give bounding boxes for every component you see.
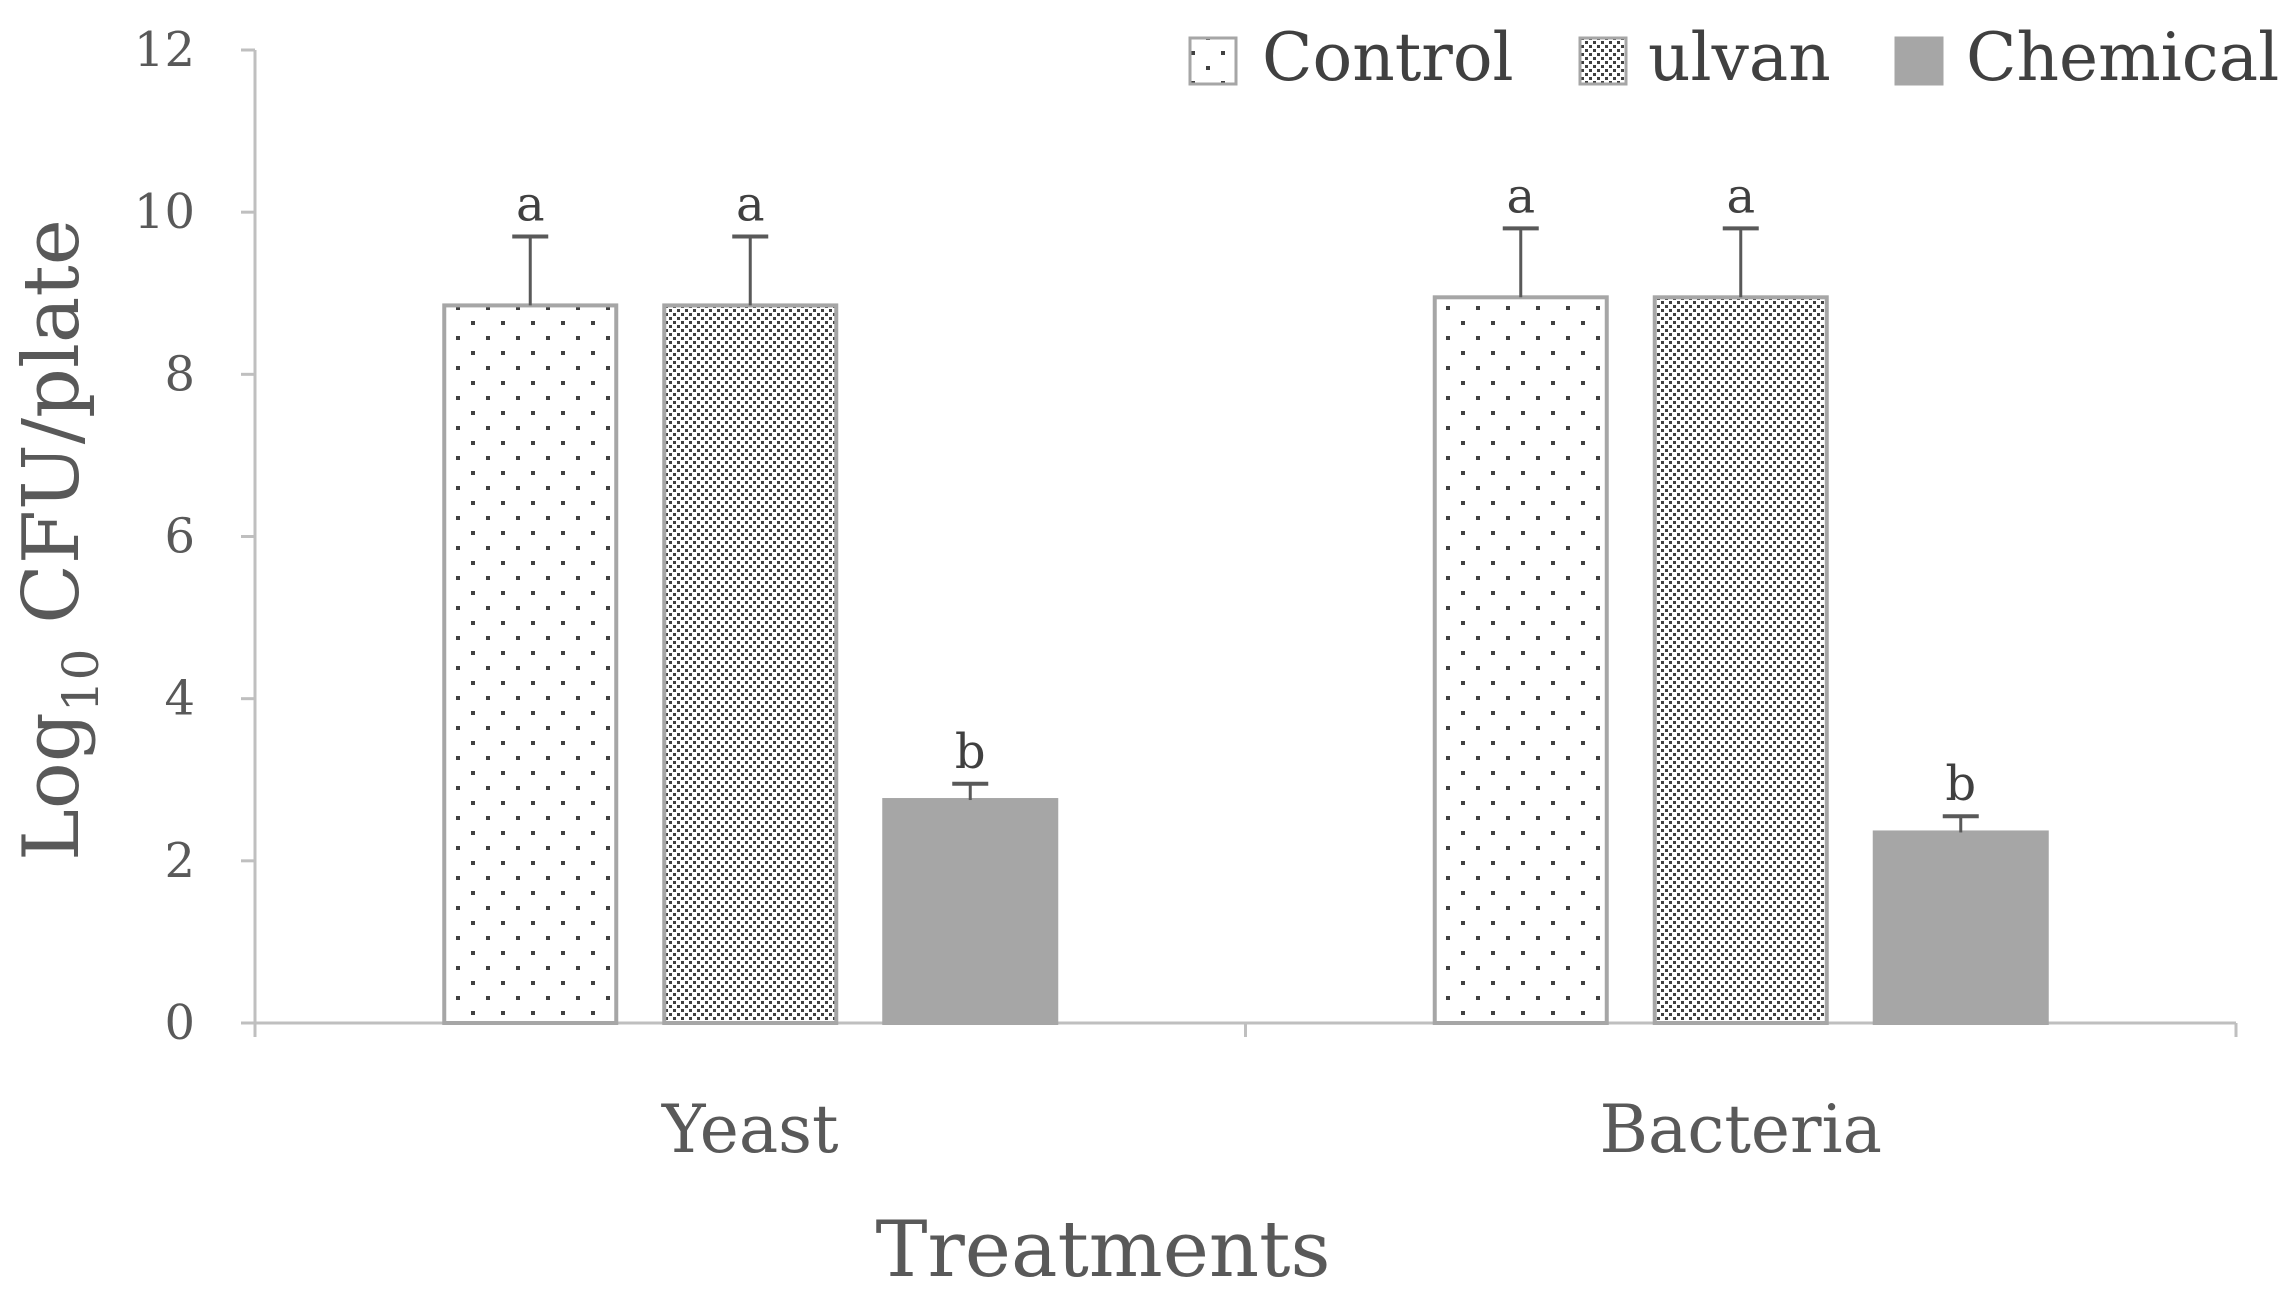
bar-chemical-bacteria bbox=[1872, 830, 2049, 1025]
legend-label-ulvan: ulvan bbox=[1648, 19, 1831, 96]
bars bbox=[442, 226, 2049, 1026]
significance-label: b bbox=[1945, 756, 1976, 812]
y-tick-label: 6 bbox=[164, 509, 195, 565]
legend-label-control: Control bbox=[1262, 19, 1514, 96]
legend-label-chemical: Chemical bbox=[1966, 19, 2279, 96]
y-tick-label: 12 bbox=[134, 22, 195, 78]
bar-ulvan-yeast bbox=[662, 303, 839, 1026]
significance-label: a bbox=[1726, 168, 1755, 224]
y-tick-label: 8 bbox=[164, 346, 195, 402]
y-axis-title-rest: CFU/plate bbox=[7, 219, 97, 649]
legend-swatch-ulvan bbox=[1578, 36, 1628, 86]
y-tick-label: 10 bbox=[134, 184, 195, 240]
bar-chemical-yeast bbox=[882, 798, 1059, 1025]
bar-control-bacteria bbox=[1432, 295, 1609, 1026]
significance-label: a bbox=[1506, 168, 1535, 224]
y-tick-label: 0 bbox=[164, 995, 195, 1051]
significance-label: b bbox=[955, 724, 986, 780]
significance-label: a bbox=[516, 176, 545, 232]
y-tick-label: 4 bbox=[164, 671, 195, 727]
y-axis-title-main: Log bbox=[7, 712, 97, 861]
x-axis-title: Treatments bbox=[875, 1205, 1330, 1295]
labels: 0 2 4 6 8 10 12 Yeast a a b Bacteria a a b bbox=[134, 22, 1976, 1168]
legend: Control ulvan Chemical bbox=[1188, 19, 2279, 96]
bar-ulvan-bacteria bbox=[1652, 295, 1829, 1026]
x-category-label: Yeast bbox=[661, 1091, 839, 1168]
legend-swatch-chemical bbox=[1894, 36, 1944, 86]
y-axis-title-subscript: 10 bbox=[52, 649, 110, 713]
bar-control-yeast bbox=[442, 303, 619, 1026]
legend-swatch-control bbox=[1188, 36, 1238, 86]
x-category-label: Bacteria bbox=[1600, 1091, 1882, 1168]
significance-label: a bbox=[736, 176, 765, 232]
y-axis-title: Log10 CFU/plate bbox=[7, 219, 110, 861]
y-tick-label: 2 bbox=[164, 833, 195, 889]
